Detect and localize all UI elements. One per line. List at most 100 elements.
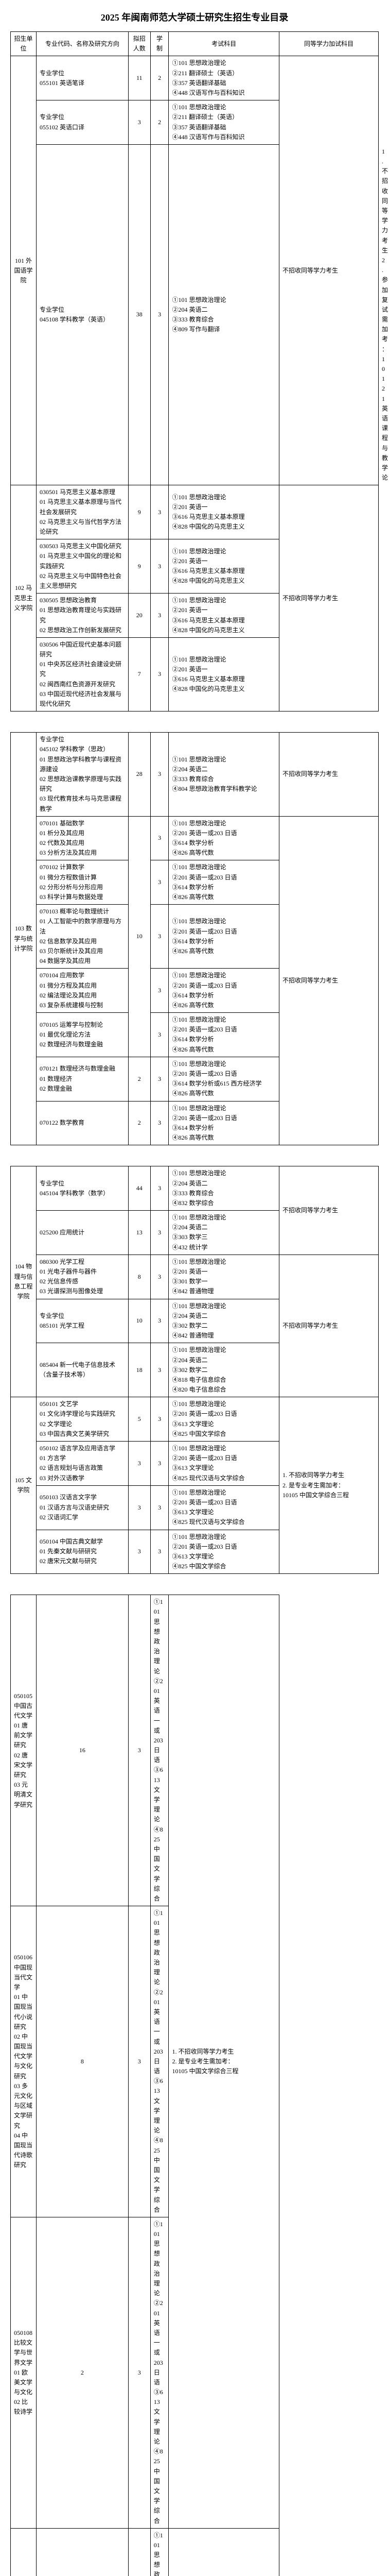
cell-system: 3	[150, 1057, 169, 1101]
cell-major: 030501 马克思主义基本原理01 马克思主义基本原理与当代社会发展研究02 …	[37, 485, 129, 539]
cell-exam: ①101 思想政治理论②211 翻译硕士（英语）③357 英语翻译基础④448 …	[169, 100, 279, 145]
cell-system: 3	[150, 1013, 169, 1057]
cell-system: 3	[150, 1166, 169, 1211]
cell-note: 不招收同等学力考生	[279, 56, 378, 485]
cell-note: 1. 不招收同等学力考生2. 是专业考生需加考：10105 中国文学综合三程	[279, 1397, 378, 1574]
table-row: 102 马克思主义学院030501 马克思主义基本原理01 马克思主义基本原理与…	[11, 485, 379, 539]
header-num: 拟招人数	[128, 32, 150, 56]
header-note: 同等学力加试科目	[279, 32, 378, 56]
cell-system: 3	[128, 2217, 150, 2528]
cell-num: 3	[128, 100, 150, 145]
cell-num: 44	[128, 1166, 150, 1211]
cell-unit: 102 马克思主义学院	[11, 485, 37, 711]
cell-system: 3	[150, 1255, 169, 1299]
cell-num: 5	[128, 1397, 150, 1442]
cell-exam: ①101 思想政治理论②204 英语二③333 教育综合④809 写作与翻译	[169, 144, 279, 485]
cell-note: 不招收同等学力考生	[279, 485, 378, 711]
cell-num: 9	[128, 539, 150, 594]
cell-system: 3	[150, 539, 169, 594]
cell-system: 3	[150, 144, 169, 485]
cell-num: 28	[128, 733, 150, 817]
cell-system: 3	[150, 1485, 169, 1530]
cell-system: 3	[150, 1101, 169, 1145]
cell-num: 20	[128, 594, 150, 638]
table-row: 专业学位045103 学科教学（语文）763①101 思想政治理论②204 英语…	[11, 2528, 379, 2576]
cell-major: 085404 新一代电子信息技术（含量子技术等）	[37, 1343, 129, 1397]
cell-major: 030503 马克思主义中国化研究01 马克思主义中国化的理论和实践研究02 马…	[37, 539, 129, 594]
cell-system: 3	[150, 485, 169, 539]
cell-num: 3	[128, 1530, 150, 1574]
table-row: 101 外国语学院专业学位055101 英语笔译112①101 思想政治理论②2…	[11, 56, 379, 100]
cell-system: 3	[150, 905, 169, 969]
cell-exam: ①101 思想政治理论②201 英语一或203 日语③614 数学分析④826 …	[169, 816, 279, 860]
cell-exam: ①101 思想政治理论②201 英语一③616 马克思主义基本原理④828 中国…	[169, 594, 279, 638]
catalog-table: 050105 中国古代文学01 唐前文学研究02 唐宋文学研究03 元明清文学研…	[10, 1595, 379, 2576]
cell-major: 050102 语言学及应用语言学01 方言学02 语言规划与语言政策03 对外汉…	[37, 1442, 129, 1486]
cell-num: 3	[128, 1442, 150, 1486]
cell-system: 3	[150, 1530, 169, 1574]
cell-major: 070103 概率论与数理统计01 人工智能中的数学原理与方法02 信息数学及其…	[37, 905, 129, 969]
cell-exam: ①101 思想政治理论②201 英语一或203 日语③613 文学理论④825 …	[169, 1485, 279, 1530]
cell-system: 3	[150, 1343, 169, 1397]
cell-major: 050101 文艺学01 文化诗学理论与实践研究02 文学理论03 中国古典文艺…	[37, 1397, 129, 1442]
cell-major: 050105 中国古代文学01 唐前文学研究02 唐宋文学研究03 元明清文学研…	[11, 1595, 37, 1906]
cell-num: 8	[37, 1906, 129, 2217]
cell-note: 不招收同等学力考生	[279, 733, 378, 817]
cell-unit: 105 文学院	[11, 1397, 37, 1574]
cell-exam: ①101 思想政治理论②201 英语一③616 马克思主义基本原理④828 中国…	[169, 485, 279, 539]
cell-exam: ①101 思想政治理论②201 英语一或203 日语③613 文学理论④825 …	[150, 1906, 169, 2217]
cell-num: 18	[128, 1343, 150, 1397]
cell-major: 080300 光学工程01 光电子器件与器件02 光信息传感03 光谱探测与图像…	[37, 1255, 129, 1299]
cell-num: 11	[128, 56, 150, 100]
cell-major: 专业学位045104 学科教学（数学）	[37, 1166, 129, 1211]
tables-container: 招生单位专业代码、名称及研究方向拟招人数学制考试科目同等学力加试科目101 外国…	[10, 31, 379, 2576]
cell-system: 3	[128, 1595, 150, 1906]
cell-exam: ①101 思想政治理论②201 英语一③301 数学一④842 普通物理	[169, 1255, 279, 1299]
cell-major: 050106 中国现当代文学01 中国现当代小说研究02 中国现当代文学与文化研…	[11, 1906, 37, 2217]
header-major: 专业代码、名称及研究方向	[37, 32, 129, 56]
cell-exam: ①101 思想政治理论②204 英语二③303 数学三④432 统计学	[169, 1211, 279, 1255]
cell-note: 不招收同等学力考生	[279, 1255, 378, 1397]
catalog-table: 招生单位专业代码、名称及研究方向拟招人数学制考试科目同等学力加试科目101 外国…	[10, 31, 379, 711]
table-row: 104 物理与信息工程学院专业学位045104 学科教学（数学）443①101 …	[11, 1166, 379, 1211]
cell-num: 10	[128, 816, 150, 1057]
cell-major: 070101 基础数学01 析分及其应用02 代数及其应用03 分析方法及其应用	[37, 816, 129, 860]
cell-exam: ①101 思想政治理论②201 英语一③616 马克思主义基本原理④828 中国…	[169, 539, 279, 594]
cell-exam: ①101 思想政治理论②204 英语二③302 数学二④842 普通物理	[169, 1299, 279, 1343]
header-unit: 招生单位	[11, 32, 37, 56]
cell-major: 070104 应用数学01 微分方程及其应用02 编法理论及其应用03 复杂系统…	[37, 969, 129, 1013]
cell-major: 专业学位055101 英语笔译	[37, 56, 129, 100]
cell-system: 2	[150, 56, 169, 100]
cell-major: 050104 中国古典文献学01 先秦文献与研研究02 唐宋元文献与研究	[37, 1530, 129, 1574]
cell-system: 3	[128, 1906, 150, 2217]
cell-exam: ①101 思想政治理论②201 英语一或203 日语③613 文学理论④825 …	[169, 1530, 279, 1574]
cell-note: 1. 不招收同等学力考生2. 参加复试需加考：10105 中国文学综合三1011…	[169, 2528, 279, 2576]
cell-major: 050108 比较文学与世界文学01 欧美文学与文化02 比较诗学	[11, 2217, 37, 2528]
cell-system: 3	[150, 637, 169, 711]
cell-system: 3	[150, 860, 169, 905]
cell-major: 030505 思想政治教育01 思想政治教育理论与实践研究02 思想政治工作创新…	[37, 594, 129, 638]
cell-num: 7	[128, 637, 150, 711]
cell-num: 9	[128, 485, 150, 539]
cell-exam: ①101 思想政治理论②201 英语一或203 日语③613 文学理论④825 …	[169, 1397, 279, 1442]
cell-num: 76	[37, 2528, 129, 2576]
cell-exam: ①101 思想政治理论②201 英语一或203 日语③614 数学分析④826 …	[169, 1013, 279, 1057]
cell-exam: ①101 思想政治理论②201 英语一或203 日语③614 数学分析④826 …	[169, 969, 279, 1013]
header-exam: 考试科目	[169, 32, 279, 56]
cell-major: 专业学位045108 学科教学（英语）	[37, 144, 129, 485]
cell-major: 030506 中国近现代史基本问题研究01 中央苏区经济社会建设史研究02 闽西…	[37, 637, 129, 711]
cell-major: 专业学位045103 学科教学（语文）	[11, 2528, 37, 2576]
cell-num: 10	[128, 1299, 150, 1343]
cell-exam: ①101 思想政治理论②201 英语一或203 日语③614 数学分析或615 …	[169, 1057, 279, 1101]
cell-exam: ①101 思想政治理论②201 英语一或203 日语③614 数学分析④826 …	[169, 905, 279, 969]
cell-num: 2	[37, 2217, 129, 2528]
cell-major: 050103 汉语言文字学01 汉语方言与汉语史研究02 汉语词汇学	[37, 1485, 129, 1530]
cell-num: 8	[128, 1255, 150, 1299]
table-row: 103 数学与统计学院专业学位045102 学科教学（思政）01 思想政治学科教…	[11, 733, 379, 817]
cell-system: 2	[150, 100, 169, 145]
cell-exam: ①101 思想政治理论②204 英语二③333 教育综合④804 思想政治教育学…	[169, 733, 279, 817]
cell-system: 3	[150, 1442, 169, 1486]
cell-system: 3	[150, 733, 169, 817]
cell-exam: ①101 思想政治理论②201 英语一或203 日语③613 文学理论④825 …	[169, 1442, 279, 1486]
cell-major: 专业学位085101 光学工程	[37, 1299, 129, 1343]
